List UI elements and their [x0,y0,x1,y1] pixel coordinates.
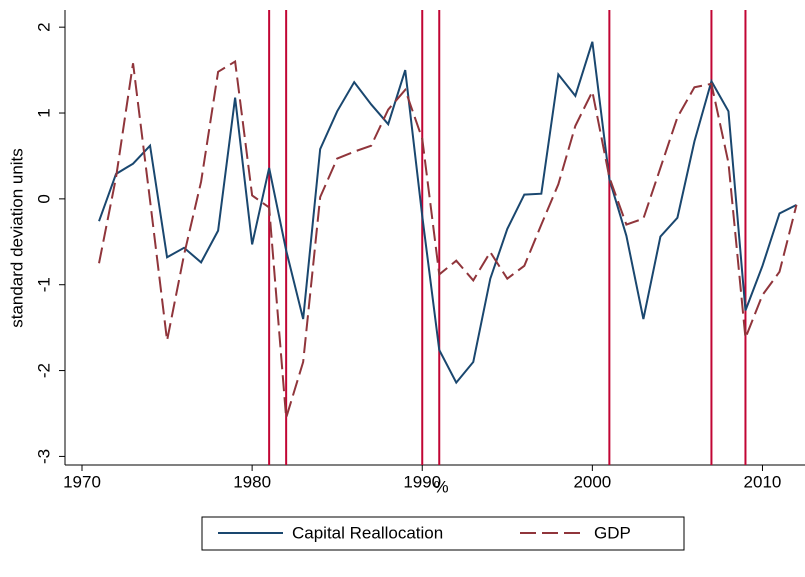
series-line [98,41,797,385]
x-tick-label: 1990 [403,472,441,491]
x-tick-label: 2000 [573,472,611,491]
x-tick-label: 1970 [63,472,101,491]
legend-label: GDP [594,523,631,542]
y-tick-label: 1 [34,108,53,117]
y-tick-label: -3 [34,449,53,464]
legend-label: Capital Reallocation [292,523,443,542]
y-tick-label: 0 [34,194,53,203]
x-tick-label: 2010 [744,472,782,491]
y-axis-label: standard deviation units [7,148,26,328]
series-line [98,59,798,419]
y-tick-label: -2 [34,363,53,378]
x-axis-label: % [433,477,448,496]
x-tick-label: 1980 [233,472,271,491]
y-tick-label: -1 [34,277,53,292]
y-tick-label: 2 [34,22,53,31]
